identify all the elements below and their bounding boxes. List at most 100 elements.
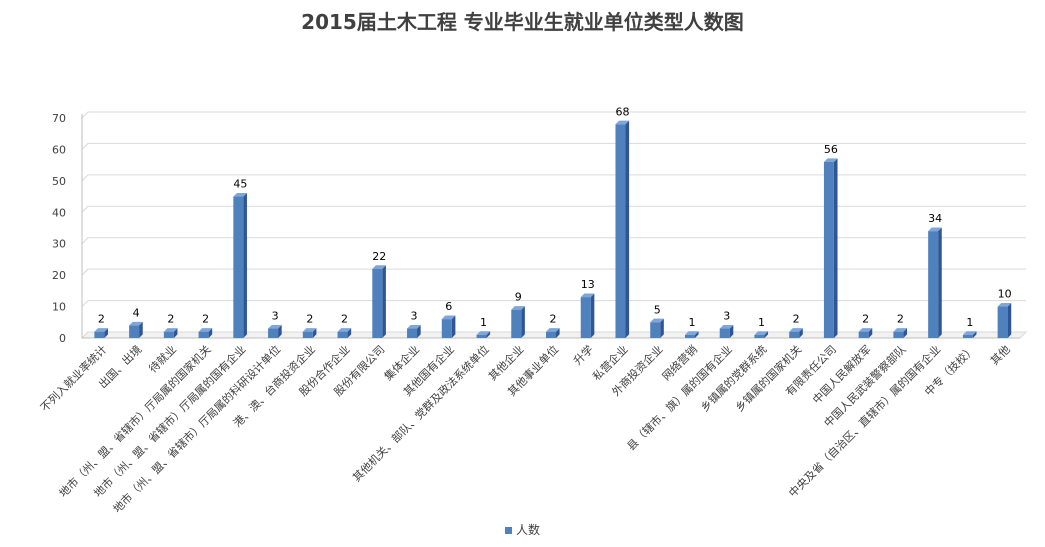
data-label: 2 (341, 313, 348, 326)
bar-top (441, 315, 456, 320)
bar-side (868, 328, 873, 338)
legend-label: 人数 (515, 523, 540, 537)
bar (511, 309, 522, 338)
data-label: 4 (133, 306, 140, 319)
y-tick-label: 30 (52, 238, 66, 251)
data-label: 22 (372, 250, 386, 263)
bar (684, 334, 695, 338)
bar (476, 334, 487, 338)
data-label: 10 (998, 288, 1012, 301)
bar (268, 328, 279, 338)
bar-top (372, 265, 386, 269)
bar-top (268, 324, 282, 329)
bar-top (476, 331, 491, 335)
bar-side (833, 158, 838, 338)
legend: 人数 (0, 521, 1045, 538)
bar-side (590, 293, 595, 338)
bar-top (337, 328, 352, 332)
y-tick-label: 70 (52, 112, 66, 125)
x-tick-label: 其他 (988, 343, 1013, 368)
gridline (81, 174, 1026, 182)
bar (893, 331, 904, 338)
bar (198, 331, 209, 338)
bar-side (382, 265, 386, 338)
data-label: 6 (445, 300, 452, 313)
bar-side (764, 331, 769, 338)
bar (546, 331, 556, 338)
gridline (81, 331, 1026, 339)
gridline (81, 142, 1026, 150)
y-tick-label: 60 (52, 143, 66, 156)
data-label: 68 (615, 105, 629, 118)
data-label: 5 (654, 303, 661, 316)
bar-top (719, 324, 734, 329)
bar-side (347, 328, 352, 338)
bar-top (754, 331, 769, 335)
bar (754, 334, 765, 338)
bar (997, 306, 1008, 338)
bar (129, 325, 140, 338)
gridline (81, 300, 1026, 307)
data-label: 2 (862, 313, 869, 326)
data-label: 3 (411, 310, 418, 323)
bar-top (823, 158, 838, 162)
x-tick-label: 升学 (570, 342, 595, 367)
bar-top (94, 328, 108, 332)
bar (580, 297, 591, 338)
bar-top (615, 120, 630, 125)
data-label: 2 (550, 313, 557, 326)
gridline (81, 237, 1026, 245)
data-label: 2 (202, 313, 209, 326)
bar (94, 331, 105, 338)
bar (163, 331, 174, 338)
data-label: 1 (480, 316, 487, 329)
data-label: 9 (515, 291, 522, 304)
bar (650, 322, 661, 338)
bar-side (625, 120, 630, 338)
data-label: 1 (758, 316, 765, 329)
bar (789, 331, 800, 338)
data-label: 45 (233, 178, 247, 191)
bar-top (997, 302, 1012, 307)
y-tick-label: 20 (52, 269, 66, 282)
bar-side (938, 227, 942, 338)
x-tick-label: 中国人民解放军 (809, 342, 873, 406)
bar-top (163, 328, 178, 332)
bar-top (302, 328, 317, 332)
bar (928, 231, 939, 338)
bar-top (546, 328, 560, 332)
bar (962, 334, 973, 338)
data-label: 1 (688, 316, 695, 329)
bar-side (660, 318, 664, 338)
data-label: 2 (793, 313, 800, 326)
data-label: 2 (98, 313, 105, 326)
bar-top (858, 328, 873, 332)
bar-top (129, 321, 143, 326)
y-tick-label: 50 (52, 175, 66, 188)
bar-side (972, 331, 977, 338)
bar-side (243, 192, 247, 338)
bar-top (233, 192, 247, 197)
bar (337, 331, 348, 338)
bar (233, 196, 244, 338)
bar-side (139, 321, 143, 338)
bar-side (729, 324, 734, 338)
bar (615, 124, 626, 339)
data-label: 34 (928, 212, 942, 225)
bar (302, 331, 313, 338)
bar-top (198, 328, 213, 332)
bar (719, 328, 730, 338)
bar-side (521, 306, 525, 338)
data-label: 3 (272, 310, 279, 323)
bar-top (684, 331, 699, 335)
bar-top (962, 331, 977, 335)
data-label: 2 (306, 313, 313, 326)
bar-top (893, 328, 908, 332)
data-label: 13 (581, 278, 595, 291)
y-tick-label: 10 (52, 301, 66, 314)
bar-top (511, 306, 525, 310)
y-tick-label: 0 (59, 332, 66, 345)
bar-side (173, 328, 178, 338)
